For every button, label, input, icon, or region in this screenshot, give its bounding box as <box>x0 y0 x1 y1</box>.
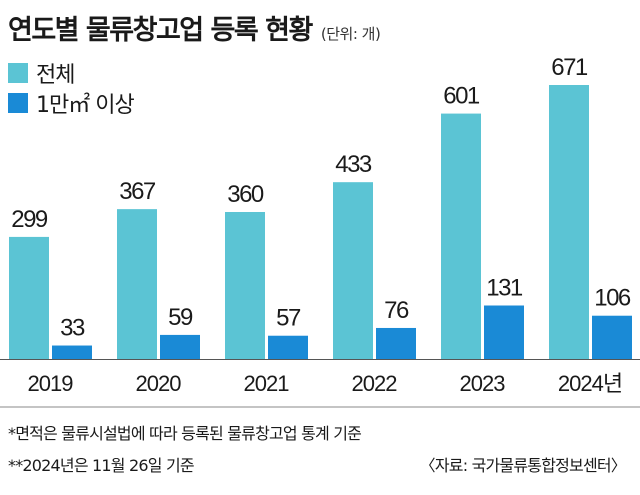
footnote-date: **2024년은 11월 26일 기준 <box>8 456 195 475</box>
data-label-total-5: 671 <box>551 54 588 81</box>
data-label-large-5: 106 <box>594 285 631 312</box>
bar-large-1 <box>160 334 200 359</box>
data-label-total-3: 433 <box>335 151 372 178</box>
data-label-large-0: 33 <box>60 315 85 342</box>
bar-total-2 <box>225 211 265 359</box>
bar-total-5 <box>549 85 589 359</box>
bar-large-2 <box>268 335 308 359</box>
footnote-area: *면적은 물류시설법에 따라 등록된 물류창고업 통계 기준 <box>8 424 362 443</box>
x-tick-label-2: 2021 <box>244 371 290 396</box>
bar-total-0 <box>9 236 49 359</box>
data-label-total-0: 299 <box>11 206 48 233</box>
bar-large-0 <box>52 345 92 359</box>
bar-large-5 <box>592 315 632 359</box>
legend-swatch-total <box>8 63 28 83</box>
x-tick-label-1: 2020 <box>136 371 182 396</box>
unit-label: (단위: 개) <box>320 25 381 43</box>
x-tick-label-5: 2024년 <box>558 371 622 396</box>
legend-label-large: 1만㎡ 이상 <box>36 93 135 118</box>
x-tick-label-4: 2023 <box>460 371 506 396</box>
bar-total-1 <box>117 209 157 359</box>
data-label-total-4: 601 <box>443 83 480 110</box>
data-label-large-4: 131 <box>486 275 523 302</box>
data-label-total-2: 360 <box>227 181 264 208</box>
data-label-total-1: 367 <box>119 178 156 205</box>
legend-swatch-large <box>8 93 28 113</box>
data-label-large-2: 57 <box>276 305 301 332</box>
legend-label-total: 전체 <box>36 63 75 88</box>
x-tick-label-3: 2022 <box>352 371 398 396</box>
data-label-large-1: 59 <box>168 304 193 331</box>
legend-item-large: 1만㎡ 이상 <box>8 88 135 118</box>
chart-title: 연도별 물류창고업 등록 현황 <box>8 15 313 46</box>
title-row: 연도별 물류창고업 등록 현황 (단위: 개) <box>8 8 381 47</box>
legend-item-total: 전체 <box>8 58 134 88</box>
bar-large-4 <box>484 305 524 359</box>
bar-total-3 <box>333 182 373 359</box>
source-label: 〈자료: 국가물류통합정보센터〉 <box>419 456 627 475</box>
bar-total-4 <box>441 113 481 360</box>
bar-large-3 <box>376 327 416 359</box>
x-tick-label-0: 2019 <box>28 371 74 396</box>
data-label-large-3: 76 <box>384 297 409 324</box>
legend: 전체 1만㎡ 이상 <box>8 58 135 118</box>
